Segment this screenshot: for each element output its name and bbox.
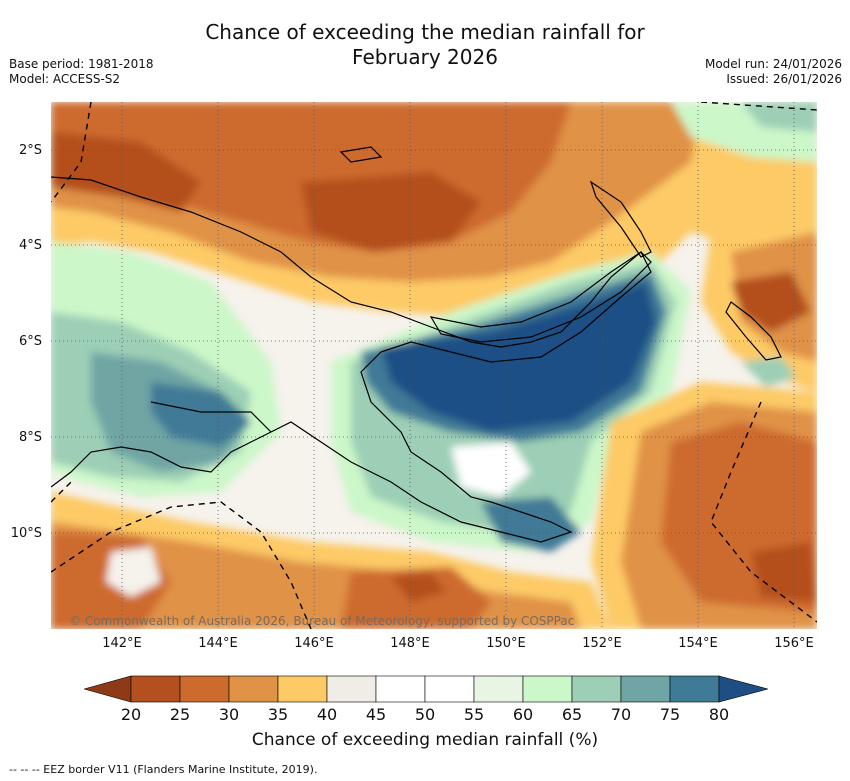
colorbar-tick-50: 50 bbox=[414, 705, 436, 724]
colorbar-tick-35: 35 bbox=[267, 705, 289, 724]
colorbar-segment-30-35 bbox=[228, 675, 279, 703]
model-run: Model run: 24/01/2026 bbox=[704, 57, 842, 71]
coastlines bbox=[51, 146, 782, 543]
colorbar-segment-55-60 bbox=[473, 675, 524, 703]
lon-label-144e: 144°E bbox=[198, 636, 238, 651]
eez-legend: -- -- -- EEZ border V11 (Flanders Marine… bbox=[9, 763, 318, 776]
colorbar-tick-75: 75 bbox=[659, 705, 681, 724]
lon-label-150e: 150°E bbox=[486, 636, 526, 651]
colorbar-tick-45: 45 bbox=[365, 705, 387, 724]
lat-label-6s: 6°S bbox=[18, 334, 42, 349]
colorbar bbox=[84, 675, 768, 703]
dry-core-north-west bbox=[51, 132, 201, 212]
lat-label-10s: 10°S bbox=[10, 526, 42, 541]
colorbar-segment-20-25 bbox=[130, 675, 181, 703]
colorbar-tick-25: 25 bbox=[169, 705, 191, 724]
colorbar-tick-20: 20 bbox=[120, 705, 142, 724]
dry-core-north-mid bbox=[301, 172, 481, 252]
meta-left: Base period: 1981-2018 Model: ACCESS-S2 bbox=[9, 57, 154, 87]
lat-label-8s: 8°S bbox=[18, 430, 42, 445]
eez-border-west bbox=[51, 481, 72, 503]
lon-label-152e: 152°E bbox=[582, 636, 622, 651]
wet-east-spot bbox=[741, 357, 796, 387]
colorbar-tick-65: 65 bbox=[561, 705, 583, 724]
eez-borders bbox=[51, 102, 817, 629]
colorbar-tick-80: 80 bbox=[708, 705, 730, 724]
lon-label-148e: 148°E bbox=[390, 636, 430, 651]
wet-west-core bbox=[151, 382, 251, 447]
title-line-1: Chance of exceeding the median rainfall … bbox=[205, 20, 645, 44]
title-line-2: February 2026 bbox=[352, 45, 498, 69]
manus-island bbox=[339, 146, 383, 163]
colorbar-tick-60: 60 bbox=[512, 705, 534, 724]
rainfall-map bbox=[51, 102, 817, 629]
dry-southeast-spot bbox=[751, 542, 817, 602]
issued-date: Issued: 26/01/2026 bbox=[726, 72, 842, 86]
lon-label-156e: 156°E bbox=[774, 636, 814, 651]
colorbar-segment-25-30 bbox=[179, 675, 230, 703]
dry-south-spot bbox=[391, 572, 446, 602]
colorbar-segment-65-70 bbox=[571, 675, 622, 703]
map-title: Chance of exceeding the median rainfall … bbox=[0, 20, 850, 70]
colorbar-tick-30: 30 bbox=[218, 705, 240, 724]
fly-river-outline bbox=[150, 401, 272, 433]
colorbar-segment-75-80 bbox=[669, 675, 720, 703]
bougainville bbox=[725, 301, 782, 361]
meta-right: Model run: 24/01/2026 Issued: 26/01/2026 bbox=[705, 57, 842, 87]
colorbar-segment-40-45 bbox=[326, 675, 377, 703]
new-ireland bbox=[589, 180, 652, 258]
eez-border-northeast bbox=[700, 102, 817, 111]
lon-label-154e: 154°E bbox=[678, 636, 718, 651]
colorbar-label: Chance of exceeding median rainfall (%) bbox=[251, 730, 599, 750]
colorbar-segment-35-40 bbox=[277, 675, 328, 703]
base-period: Base period: 1981-2018 bbox=[9, 57, 154, 71]
colorbar-tick-40: 40 bbox=[316, 705, 338, 724]
lat-label-2s: 2°S bbox=[18, 143, 42, 158]
new-britain-coast bbox=[429, 251, 652, 343]
eez-border-north bbox=[51, 102, 92, 203]
lon-label-146e: 146°E bbox=[294, 636, 334, 651]
wet-patch-northeast-core bbox=[741, 102, 817, 132]
lon-label-142e: 142°E bbox=[102, 636, 142, 651]
colorbar-segment-50-55 bbox=[424, 675, 475, 703]
eez-border-southwest bbox=[51, 501, 312, 629]
lat-label-4s: 4°S bbox=[18, 238, 42, 253]
colorbar-segment-under bbox=[84, 675, 132, 703]
model-name: Model: ACCESS-S2 bbox=[9, 72, 121, 86]
neutral-south-patch bbox=[106, 547, 161, 597]
colorbar-tick-70: 70 bbox=[610, 705, 632, 724]
colorbar-segment-70-75 bbox=[620, 675, 671, 703]
colorbar-segment-over bbox=[718, 675, 768, 703]
colorbar-tick-55: 55 bbox=[463, 705, 485, 724]
eez-border-east bbox=[710, 401, 817, 623]
copyright-text: © Commonwealth of Australia 2026, Bureau… bbox=[69, 614, 575, 628]
new-guinea-coast bbox=[51, 176, 652, 543]
neutral-patch-center bbox=[451, 442, 531, 497]
wet-central-core bbox=[381, 282, 656, 432]
colorbar-segment-60-65 bbox=[522, 675, 573, 703]
colorbar-segment-45-50 bbox=[375, 675, 426, 703]
